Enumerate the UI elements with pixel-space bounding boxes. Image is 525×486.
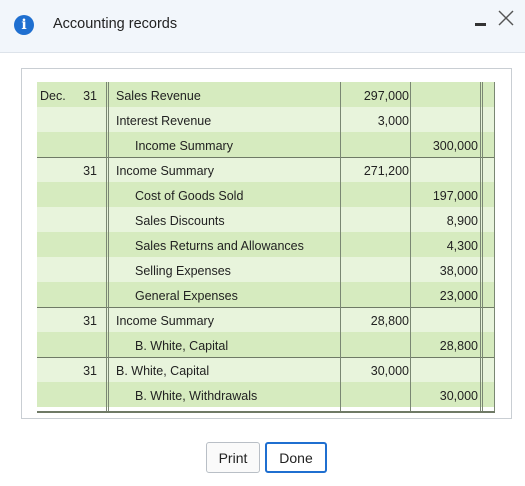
credit-cell: 300,000 [432,139,478,153]
date-day-cell: 31 [83,89,97,103]
table-row: 31 B. White, Capital 30,000 [37,357,495,382]
ref-divider [480,82,481,413]
debit-cell [342,332,409,357]
credit-cell [412,107,478,132]
table-row: B. White, Capital 28,800 [37,332,495,358]
debit-cell [342,182,409,207]
date-day-cell [81,132,97,157]
debit-cell [342,132,409,157]
debit-cell [342,232,409,257]
table-row: General Expenses 23,000 [37,282,495,308]
dialog-titlebar: i Accounting records [0,0,525,53]
date-day-cell [81,382,97,407]
credit-divider [410,82,411,413]
journal-table: B. White, Withdrawals 30,000 31 B. White, C… [37,82,495,413]
account-cell: Selling Expenses [135,264,231,278]
credit-cell: 28,800 [439,339,478,353]
debit-cell [342,207,409,232]
debit-cell: 3,000 [377,114,409,128]
debit-cell [342,282,409,307]
date-day-cell [81,257,97,282]
date-month-cell: Dec. [40,89,66,103]
table-row: Cost of Goods Sold 197,000 [37,182,495,207]
debit-cell [342,382,409,407]
credit-cell: 8,900 [446,214,478,228]
debit-cell: 271,200 [363,164,409,178]
credit-cell: 197,000 [432,189,478,203]
date-day-cell: 31 [83,164,97,178]
debit-cell: 30,000 [370,364,409,378]
date-day-cell [81,332,97,357]
account-cell: Interest Revenue [116,114,212,128]
credit-cell [412,82,478,107]
minimize-icon[interactable] [475,14,487,26]
account-cell: Sales Returns and Allowances [135,239,304,253]
debit-cell: 297,000 [363,89,409,103]
table-row: Selling Expenses 38,000 [37,257,495,282]
credit-cell: 30,000 [439,389,478,403]
account-cell: Income Summary [135,139,233,153]
debit-cell [342,257,409,282]
credit-cell: 38,000 [439,264,478,278]
date-day-cell [81,207,97,232]
dialog-title: Accounting records [53,16,178,32]
debit-divider [340,82,341,413]
account-cell: B. White, Withdrawals [135,389,258,403]
account-cell: Sales Discounts [135,214,225,228]
info-icon: i [14,15,34,35]
account-cell: Cost of Goods Sold [135,189,244,203]
account-cell: Income Summary [116,164,214,178]
account-cell: B. White, Capital [116,364,210,378]
credit-cell: 23,000 [439,289,478,303]
date-divider [106,82,109,413]
close-icon[interactable] [497,9,515,27]
credit-cell [412,307,478,332]
credit-cell: 4,300 [446,239,478,253]
table-row: 31 Income Summary 28,800 [37,307,495,332]
right-edge [494,82,495,413]
account-cell: Sales Revenue [116,89,201,103]
table-row: Interest Revenue 3,000 [37,107,495,132]
date-day-cell [81,232,97,257]
account-cell: Income Summary [116,314,214,328]
account-cell: B. White, Capital [135,339,229,353]
debit-cell: 28,800 [370,314,409,328]
date-day-cell: 31 [83,364,97,378]
table-row: Sales Returns and Allowances 4,300 [37,232,495,257]
account-cell: General Expenses [135,289,238,303]
table-row: Income Summary 300,000 [37,132,495,158]
credit-cell [412,357,478,382]
table-bottom-border [37,411,495,413]
table-row: B. White, Withdrawals 30,000 [37,382,495,407]
credit-cell [412,157,478,182]
date-day-cell [81,107,97,132]
table-row: Dec. 31 Sales Revenue 297,000 [37,82,495,107]
date-day-cell [81,282,97,307]
done-button[interactable]: Done [265,442,327,473]
ref-divider-2 [482,82,483,413]
date-day-cell: 31 [83,314,97,328]
print-button[interactable]: Print [206,442,260,473]
date-day-cell [81,182,97,207]
table-row: Sales Discounts 8,900 [37,207,495,232]
table-row: 31 Income Summary 271,200 [37,157,495,182]
